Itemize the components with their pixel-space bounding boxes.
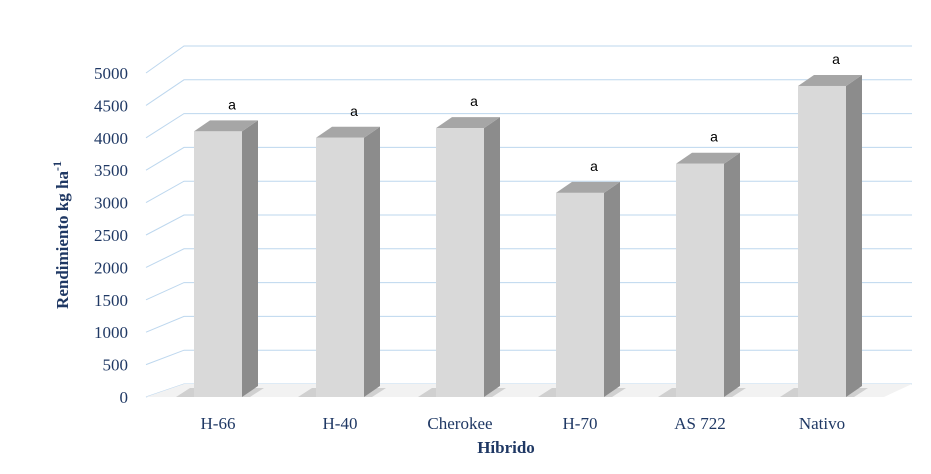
bar-top bbox=[798, 74, 862, 86]
bar-front bbox=[556, 192, 604, 397]
gridline bbox=[145, 180, 912, 204]
bar-side bbox=[364, 126, 380, 398]
y-axis-title-main: Rendimiento kg ha bbox=[53, 171, 72, 309]
significance-label: a bbox=[350, 103, 358, 119]
y-axis-title-superscript: -1 bbox=[50, 161, 64, 171]
y-axis-ticks: 0 500 1000 1500 2000 2500 3000 3500 4000 4500 5000 bbox=[94, 64, 128, 407]
significance-label: a bbox=[590, 158, 598, 174]
y-tick-label: 4000 bbox=[94, 129, 128, 148]
y-axis-title: Rendimiento kg ha-1 bbox=[50, 161, 72, 309]
y-tick-label: 3500 bbox=[94, 161, 128, 180]
significance-label: a bbox=[832, 51, 840, 67]
y-tick-label: 1500 bbox=[94, 291, 128, 310]
gridlines bbox=[145, 45, 912, 398]
bar-top bbox=[676, 152, 740, 164]
bar bbox=[298, 126, 386, 398]
annotations: a a a a a a bbox=[228, 51, 840, 174]
y-tick-label: 3000 bbox=[94, 194, 128, 213]
gridline bbox=[145, 349, 912, 366]
bars bbox=[176, 74, 868, 398]
y-tick-label: 0 bbox=[120, 388, 129, 407]
x-tick-label: H-40 bbox=[323, 414, 358, 433]
gridline bbox=[145, 146, 912, 171]
bar-top bbox=[316, 126, 380, 138]
x-axis-title: Híbrido bbox=[477, 438, 535, 457]
x-tick-label: Nativo bbox=[799, 414, 845, 433]
significance-label: a bbox=[228, 96, 236, 112]
gridline bbox=[145, 79, 912, 106]
bar-side bbox=[846, 74, 862, 398]
bar-front bbox=[798, 85, 846, 398]
bar bbox=[780, 74, 868, 398]
bar-top bbox=[194, 120, 258, 132]
y-tick-label: 4500 bbox=[94, 96, 128, 115]
bar-front bbox=[316, 137, 364, 398]
y-tick-label: 5000 bbox=[94, 64, 128, 83]
bar-front bbox=[194, 131, 242, 397]
bar-front bbox=[676, 163, 724, 397]
x-axis-ticks: H-66 H-40 Cherokee H-70 AS 722 Nativo bbox=[201, 414, 846, 433]
gridline bbox=[145, 248, 912, 268]
bar-side bbox=[484, 117, 500, 397]
gridline bbox=[145, 214, 912, 236]
x-tick-label: H-70 bbox=[563, 414, 598, 433]
bar-top bbox=[436, 117, 500, 129]
gridline bbox=[145, 282, 912, 301]
gridline bbox=[145, 113, 912, 139]
y-tick-label: 500 bbox=[103, 356, 129, 375]
bar bbox=[418, 117, 506, 397]
gridline bbox=[145, 45, 912, 74]
x-tick-label: Cherokee bbox=[427, 414, 492, 433]
bar bbox=[538, 181, 626, 397]
gridline bbox=[145, 315, 912, 333]
significance-label: a bbox=[470, 93, 478, 109]
x-tick-label: H-66 bbox=[201, 414, 236, 433]
bar-top bbox=[556, 181, 620, 193]
y-tick-label: 1000 bbox=[94, 323, 128, 342]
bar-side bbox=[724, 152, 740, 397]
bar-front bbox=[436, 128, 484, 397]
significance-label: a bbox=[710, 129, 718, 145]
bar bbox=[658, 152, 746, 397]
y-tick-label: 2500 bbox=[94, 226, 128, 245]
bar-side bbox=[604, 181, 620, 397]
bar-side bbox=[242, 120, 258, 397]
x-tick-label: AS 722 bbox=[674, 414, 725, 433]
bar bbox=[176, 120, 264, 397]
y-tick-label: 2000 bbox=[94, 258, 128, 277]
